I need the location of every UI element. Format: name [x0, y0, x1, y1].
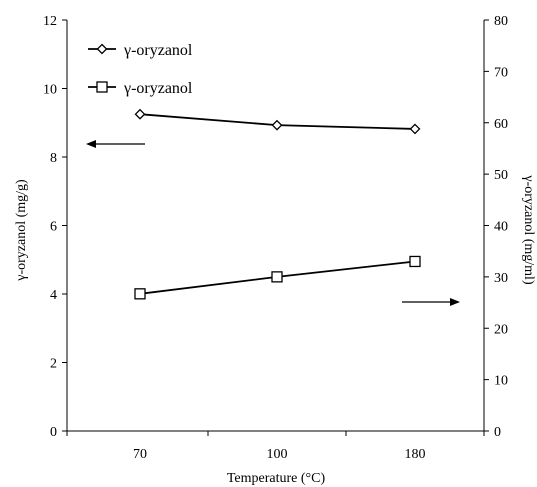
legend-marker-2 [96, 81, 108, 93]
series-2-point [409, 255, 421, 268]
series-1-point [134, 108, 146, 120]
annotations-group [86, 140, 460, 306]
y-tick-left-label: 8 [50, 151, 57, 166]
arrow-left-head [86, 140, 96, 148]
series-1-point [271, 119, 283, 131]
series-2-point [134, 288, 146, 300]
y-tick-right-label: 80 [494, 14, 508, 29]
y-tick-right-label: 60 [494, 117, 508, 132]
y-tick-left-label: 0 [50, 425, 57, 440]
x-tick-label: 100 [267, 447, 288, 462]
ticks-group: 0 2 4 6 8 10 12 0 10 20 30 40 50 60 70 80 70 100 180 [43, 14, 508, 462]
y-tick-left-label: 12 [43, 14, 57, 29]
legend: γ-oryzanol γ-oryzanol [88, 42, 193, 97]
y-axis-left-title: γ-oryzanol (mg/g) [14, 179, 29, 282]
x-axis-title: Temperature (°C) [227, 471, 326, 486]
series-group [134, 108, 421, 300]
series-1-point [409, 123, 421, 135]
x-tick-label: 70 [133, 447, 147, 462]
arrow-right-head [450, 298, 460, 306]
y-tick-left-label: 4 [50, 288, 57, 303]
y-tick-right-label: 10 [494, 374, 508, 389]
legend-label-1: γ-oryzanol [123, 42, 193, 59]
x-tick-label: 180 [405, 447, 426, 462]
y-axis-right-title: γ-oryzanol (mg/ml) [521, 174, 536, 285]
y-tick-left-label: 6 [50, 220, 57, 235]
y-tick-left-label: 2 [50, 357, 57, 372]
y-tick-right-label: 50 [494, 168, 508, 183]
y-tick-right-label: 0 [494, 425, 501, 440]
y-tick-right-label: 20 [494, 322, 508, 337]
series-2-point [271, 271, 283, 283]
legend-marker-1 [96, 43, 108, 55]
y-tick-left-label: 10 [43, 83, 57, 98]
y-tick-right-label: 40 [494, 220, 508, 235]
y-tick-right-label: 70 [494, 65, 508, 80]
legend-label-2: γ-oryzanol [123, 80, 193, 97]
y-tick-right-label: 30 [494, 271, 508, 286]
